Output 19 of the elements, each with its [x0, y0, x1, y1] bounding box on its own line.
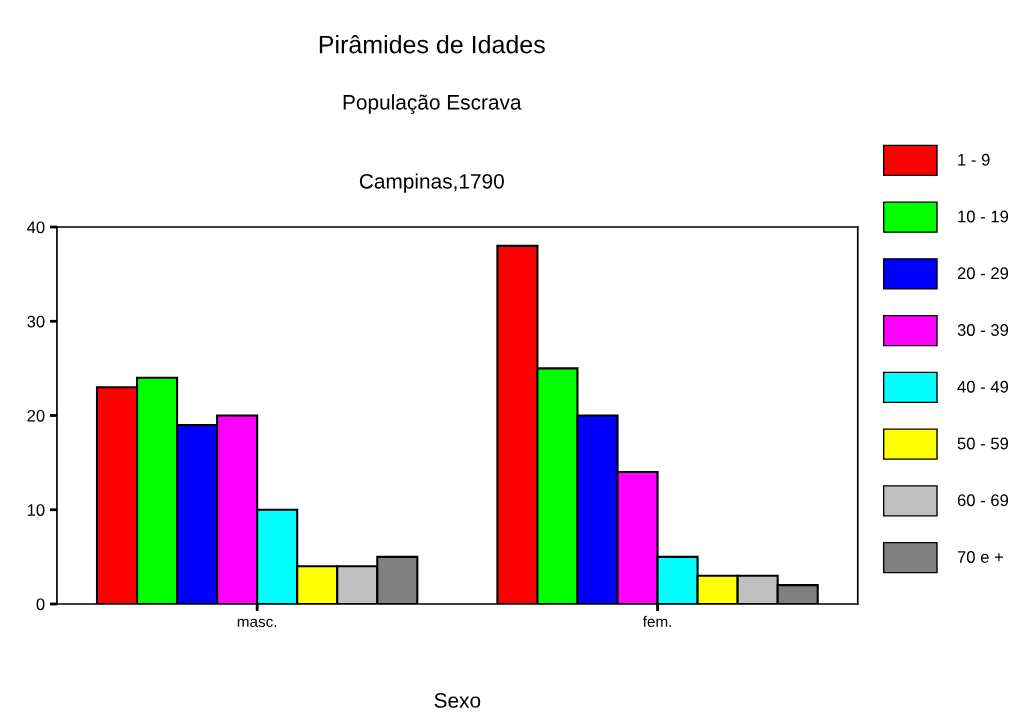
y-tick-label: 20 [27, 409, 45, 422]
chart-subtitle: População Escrava [343, 94, 522, 114]
y-tick-label: 40 [26, 221, 45, 234]
legend-label: 40 - 49 [957, 380, 1009, 393]
legend-label: 10 - 19 [958, 210, 1009, 223]
text: Campinas,1790 [359, 173, 504, 193]
legend-label: 1 - 9 [958, 153, 990, 166]
x-axis-title: Sexo [434, 693, 481, 708]
legend-label: 70 e + [957, 551, 1003, 563]
legend-label: 20 - 29 [957, 267, 1009, 280]
chart-title: Pirâmides de Idades [319, 34, 545, 54]
y-tick-label: 10 [27, 504, 45, 516]
y-tick-label: 30 [27, 315, 45, 328]
legend-label: 30 - 39 [957, 324, 1009, 336]
x-tick-label: masc. [237, 618, 277, 628]
y-tick-label: 0 [36, 598, 45, 611]
legend-label: 50 - 59 [957, 437, 1009, 450]
legend-label: 60 - 69 [957, 494, 1009, 507]
x-tick-label: fem. [642, 615, 672, 628]
